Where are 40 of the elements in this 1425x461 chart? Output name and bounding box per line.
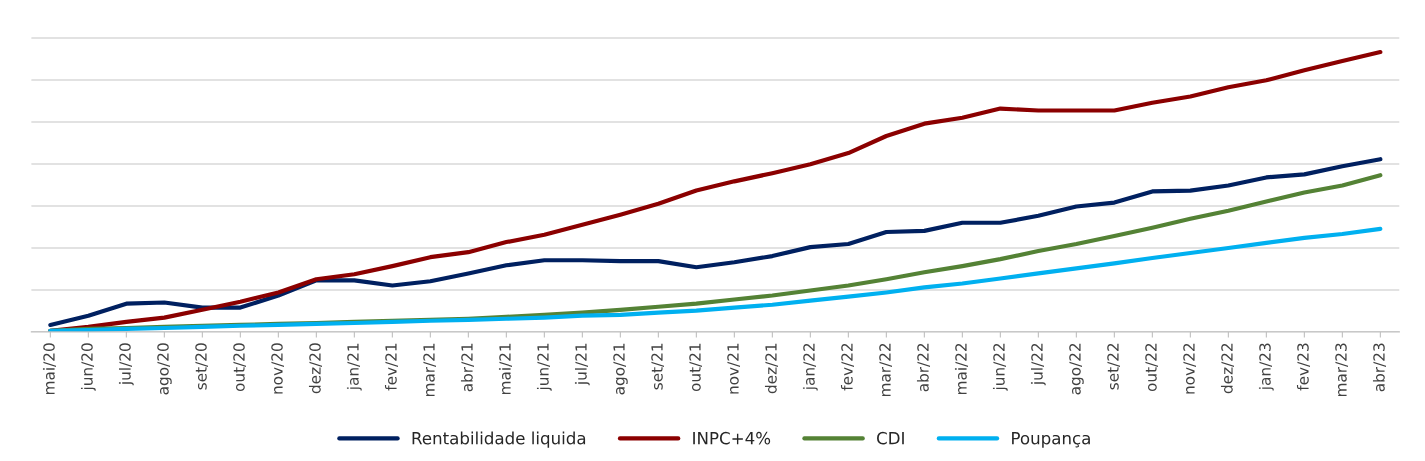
x-tick-label: dez/20 [308, 343, 322, 394]
x-tick-label: fev/22 [840, 343, 854, 391]
x-tick-label: fev/21 [384, 343, 398, 391]
x-tick-label: dez/21 [764, 343, 778, 394]
legend-label: Rentabilidade liquida [412, 431, 586, 448]
x-tick-label: mar/21 [423, 343, 436, 397]
x-tick-label: mar/23 [1335, 343, 1348, 397]
x-tick-label: nov/20 [271, 343, 284, 394]
x-tick-label: mai/20 [42, 343, 56, 395]
x-tick-label: jul/20 [118, 343, 134, 386]
x-tick-label: jan/21 [346, 343, 362, 391]
legend-label: Poupança [1012, 432, 1090, 448]
x-tick-label: mar/22 [879, 343, 892, 397]
x-tick-label: abr/21 [460, 343, 474, 392]
x-tick-label: jun/21 [536, 343, 552, 391]
x-tick-label: abr/22 [916, 343, 930, 392]
x-tick-label: ago/20 [157, 343, 172, 395]
x-tick-label: dez/22 [1220, 343, 1234, 394]
x-tick-label: jun/22 [992, 343, 1008, 391]
x-tick-label: abr/23 [1372, 343, 1386, 392]
legend-label: INPC+4% [693, 431, 771, 445]
x-tick-label: mai/22 [954, 343, 968, 395]
x-tick-label: set/20 [195, 343, 208, 390]
x-tick-label: mai/21 [498, 343, 512, 395]
x-tick-label: out/21 [689, 343, 702, 392]
x-tick-label: ago/21 [613, 343, 628, 395]
legend-label: CDI [877, 431, 904, 445]
x-tick-label: jan/22 [802, 343, 818, 391]
x-tick-label: jul/22 [1030, 343, 1046, 386]
x-tick-label: set/22 [1107, 343, 1120, 390]
x-tick-label: jul/21 [574, 343, 590, 386]
x-tick-label: fev/23 [1296, 343, 1310, 391]
x-tick-label: jan/23 [1258, 343, 1274, 391]
x-tick-label: out/20 [233, 343, 246, 392]
x-tick-label: ago/22 [1069, 343, 1084, 395]
x-tick-label: nov/21 [727, 343, 740, 394]
x-tick-label: jun/20 [80, 343, 96, 391]
x-tick-label: set/21 [651, 343, 664, 390]
x-tick-label: nov/22 [1183, 343, 1196, 394]
x-tick-label: out/22 [1145, 343, 1158, 392]
